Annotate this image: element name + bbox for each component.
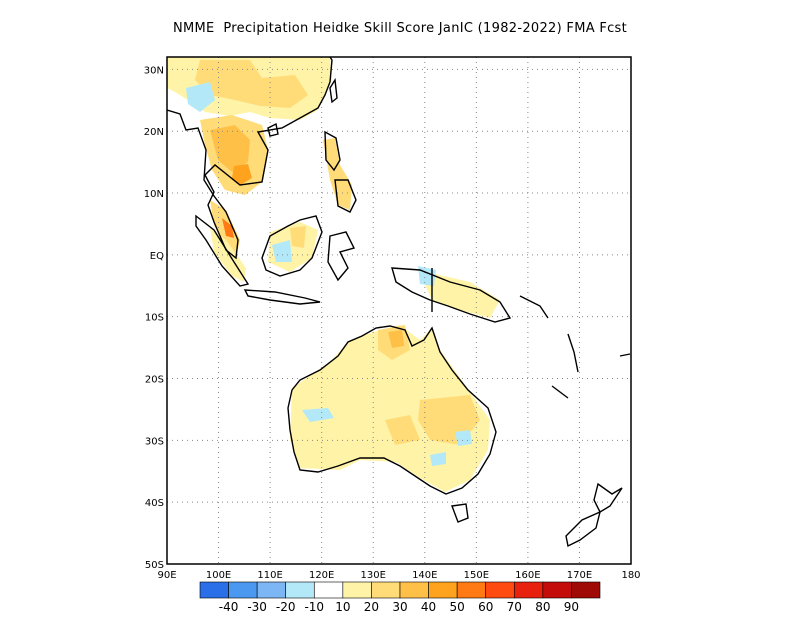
coast-taiwan	[329, 77, 338, 104]
colorbar-swatch	[313, 581, 344, 599]
coast-tasmania	[451, 503, 469, 523]
shading-australia-east-cool	[455, 430, 472, 446]
coastlines	[167, 57, 631, 548]
lon-tick-label: 160E	[515, 570, 540, 581]
colorbar-swatch	[456, 581, 487, 599]
coast-new-guinea	[391, 267, 512, 323]
shading-australia-west-cool	[302, 408, 334, 422]
shading-new-guinea	[418, 270, 500, 318]
coast-sulawesi	[327, 231, 356, 282]
colorbar-swatch	[228, 581, 258, 599]
colorbar-label: 10	[335, 600, 350, 614]
colorbar-swatch	[485, 581, 515, 599]
colorbar-label: -30	[247, 600, 267, 614]
lon-tick-label: 120E	[309, 570, 334, 581]
lat-tick-label: 30S	[145, 436, 164, 447]
shading-philippines	[323, 138, 352, 210]
coast-philippines-mindanao	[334, 179, 357, 213]
lat-tick-label: 20N	[144, 127, 164, 138]
shading-indochina-peak	[232, 164, 252, 185]
lon-tick-label: 140E	[412, 570, 437, 581]
colorbar-swatch	[428, 581, 458, 599]
colorbar-swatch	[571, 581, 601, 599]
coast-asia-mainland	[167, 57, 333, 260]
colorbar-swatch	[371, 581, 401, 599]
lat-tick-label: 10S	[145, 313, 164, 324]
chart-title: NMME Precipitation Heidke Skill Score Ja…	[172, 21, 628, 36]
lat-tick-label: 50S	[145, 560, 164, 571]
lat-tick-label: 20S	[145, 375, 164, 386]
colorbar-swatch	[256, 581, 287, 599]
colorbar-label: 20	[364, 600, 379, 614]
colorbar-swatch	[513, 581, 544, 599]
colorbar-label: 70	[507, 600, 522, 614]
colorbar-label: 50	[450, 600, 465, 614]
lat-tick-label: 40S	[145, 498, 164, 509]
colorbar-label: 40	[421, 600, 436, 614]
plot-frame	[166, 56, 632, 565]
coast-hainan	[267, 122, 279, 137]
coast-australia	[287, 325, 497, 495]
coast-vanuatu	[567, 333, 579, 373]
shading-borneo-high	[290, 226, 306, 248]
shading-australia-se-cool	[430, 452, 446, 466]
shading-australia-central	[385, 415, 420, 445]
coast-fiji	[619, 353, 631, 357]
lon-tick-label: 90E	[157, 570, 176, 581]
lon-tick-label: 130E	[361, 570, 386, 581]
shading-australia-north-peak	[388, 330, 404, 348]
lat-tick-label: 30N	[144, 65, 164, 76]
lon-tick-label: 180	[621, 570, 640, 581]
shading-malay-peak	[222, 218, 234, 238]
lon-tick-label: 100E	[206, 570, 231, 581]
shading-australia	[290, 325, 490, 492]
coast-borneo	[261, 215, 323, 277]
colorbar-swatch	[342, 581, 372, 599]
colorbar-swatch	[199, 581, 229, 599]
lon-tick-label: 170E	[567, 570, 592, 581]
colorbar-label: -20	[276, 600, 296, 614]
coast-nz-south	[565, 510, 602, 548]
coast-new-caledonia	[551, 385, 569, 399]
shading-indochina-cool	[186, 82, 215, 112]
latitude-labels: 30N 20N 10N EQ 10S 20S 30S 40S 50S	[144, 65, 164, 571]
colorbar-label: -40	[219, 600, 239, 614]
lon-tick-label: 110E	[257, 570, 282, 581]
coast-solomons	[519, 295, 549, 319]
colorbar-labels: -40 -30 -20 -10 10 20 30 40 50 60 70 80 90	[219, 600, 579, 614]
colorbar-label: -10	[304, 600, 324, 614]
lat-tick-label: 10N	[144, 189, 164, 200]
coast-java	[243, 289, 321, 305]
skill-score-shading	[167, 57, 500, 492]
lat-tick-label: EQ	[150, 251, 164, 262]
shading-south-china-mid	[195, 60, 308, 108]
longitude-labels: 90E 100E 110E 120E 130E 140E 150E 160E 170E 180	[157, 570, 640, 581]
colorbar	[199, 581, 601, 599]
shading-indochina-high	[210, 125, 250, 172]
colorbar-label: 90	[564, 600, 579, 614]
shading-borneo-cool	[272, 240, 292, 262]
colorbar-label: 30	[392, 600, 407, 614]
coast-philippines-luzon	[324, 130, 341, 172]
colorbar-swatch	[285, 581, 315, 599]
coast-sumatra	[195, 214, 250, 287]
lon-tick-label: 150E	[464, 570, 489, 581]
colorbar-label: 60	[478, 600, 493, 614]
colorbar-swatch	[542, 581, 572, 599]
coast-nz-north	[593, 482, 623, 513]
colorbar-swatch	[399, 581, 429, 599]
colorbar-label: 80	[535, 600, 550, 614]
